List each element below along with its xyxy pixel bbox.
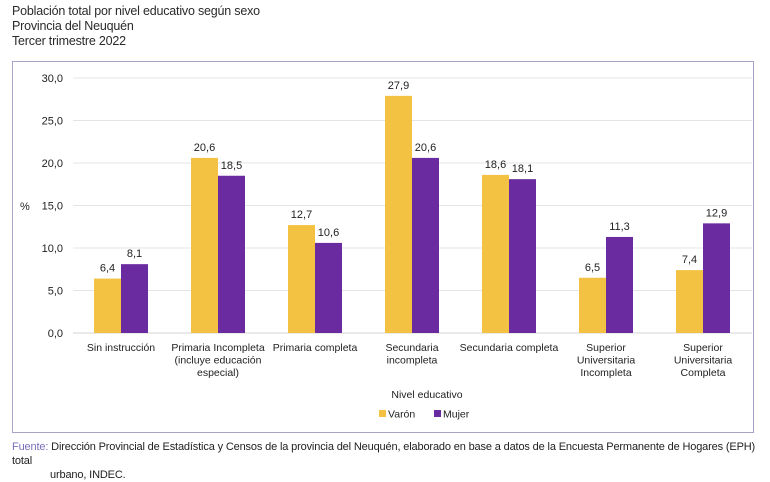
y-tick-label: 30,0: [42, 73, 63, 85]
data-label: 27,9: [388, 80, 409, 92]
y-tick-label: 15,0: [42, 201, 63, 213]
data-label: 12,7: [291, 209, 312, 221]
bar-mujer: [218, 175, 245, 333]
bar-varon: [579, 277, 606, 333]
category-labels: Sin instrucción Primaria Incompleta(inclu…: [87, 342, 732, 379]
category-label: Secundaria completa: [460, 342, 559, 354]
bar-mujer: [509, 179, 536, 333]
legend-label-mujer: Mujer: [443, 409, 470, 421]
data-label: 18,1: [512, 163, 533, 175]
chart-frame: [12, 61, 754, 433]
data-label: 8,1: [127, 248, 142, 260]
data-label: 11,3: [609, 221, 630, 233]
data-label: 20,6: [194, 142, 215, 154]
y-axis-label: %: [20, 201, 30, 213]
bar-varon: [385, 95, 412, 333]
legend: Varón Mujer: [379, 409, 470, 421]
y-axis-ticks: 0,0 5,0 10,0 15,0 20,0 25,0 30,0: [42, 73, 63, 340]
chart-subtitle-period: Tercer trimestre 2022: [12, 34, 126, 48]
chart-title-block: Población total por nivel educativo segú…: [12, 4, 260, 49]
bar-mujer: [703, 223, 730, 333]
y-tick-label: 10,0: [42, 243, 63, 255]
category-label: Primaria Incompleta: [171, 342, 265, 354]
chart-subtitle-province: Provincia del Neuquén: [12, 19, 134, 33]
category-label: Primaria completa: [273, 342, 358, 354]
bar-mujer: [412, 157, 439, 333]
data-label: 18,5: [221, 160, 242, 172]
y-tick-label: 0,0: [48, 328, 63, 340]
chart-title: Población total por nivel educativo segú…: [12, 4, 260, 18]
data-label: 10,6: [318, 227, 339, 239]
source-note: Fuente: Dirección Provincial de Estadíst…: [12, 440, 762, 482]
bar-mujer: [315, 242, 342, 333]
y-tick-label: 5,0: [48, 286, 63, 298]
category-label: Incompleta: [580, 367, 632, 379]
bar-varon: [191, 157, 218, 333]
source-text: Dirección Provincial de Estadística y Ce…: [12, 441, 756, 467]
data-label: 12,9: [706, 207, 727, 219]
bar-mujer: [121, 264, 148, 333]
category-label: Secundaria: [385, 342, 438, 354]
y-tick-label: 20,0: [42, 158, 63, 170]
y-tick-label: 25,0: [42, 116, 63, 128]
bar-varon: [676, 270, 703, 333]
bar-varon: [94, 278, 121, 333]
data-label: 6,5: [585, 262, 600, 274]
category-label: Superior: [683, 342, 723, 354]
category-label: especial): [197, 367, 239, 379]
bar-varon: [288, 225, 315, 333]
category-label: (incluye educación: [175, 355, 262, 367]
category-label: Universitaria: [674, 355, 733, 367]
data-label: 18,6: [485, 159, 506, 171]
x-axis-label: Nivel educativo: [391, 389, 462, 401]
legend-swatch-mujer: [434, 410, 441, 417]
data-label: 20,6: [415, 142, 436, 154]
data-label: 6,4: [100, 263, 115, 275]
category-label: Universitaria: [577, 355, 636, 367]
category-label: Completa: [681, 367, 726, 379]
data-label: 7,4: [682, 254, 697, 266]
legend-swatch-varon: [379, 410, 386, 417]
bar-varon: [482, 174, 509, 333]
category-label: Sin instrucción: [87, 342, 155, 354]
bar-mujer: [606, 236, 633, 333]
data-labels: 6,4 20,6 12,7 27,9 18,6 6,5 7,4 8,1 18,5 10,6 20,6…: [100, 80, 727, 275]
category-label: incompleta: [387, 355, 438, 367]
source-text-line2: urbano, INDEC.: [50, 469, 126, 481]
category-label: Superior: [586, 342, 626, 354]
source-label: Fuente:: [12, 441, 49, 453]
legend-label-varon: Varón: [388, 409, 415, 421]
bars: [94, 95, 730, 333]
